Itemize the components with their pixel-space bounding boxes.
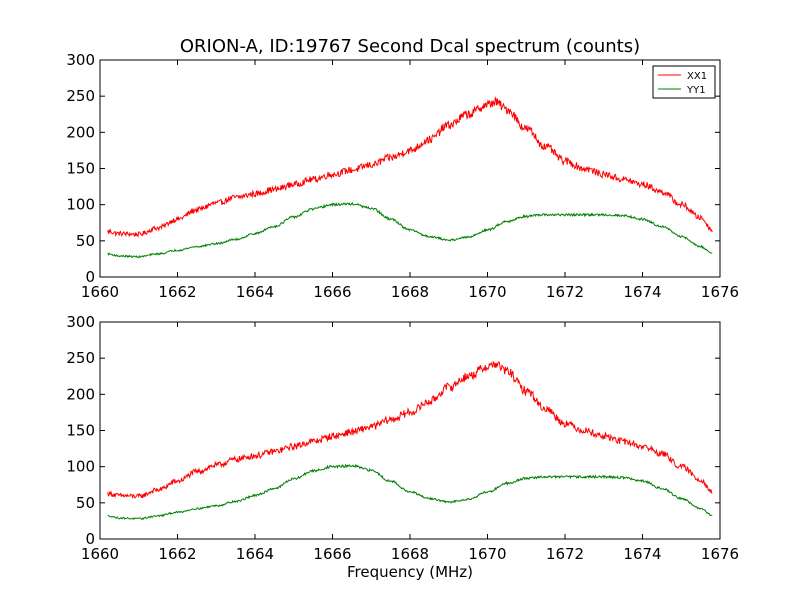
- legend-box: [652, 65, 716, 99]
- x-tick-label: 1670: [468, 545, 506, 563]
- x-tick-label: 1676: [701, 545, 739, 563]
- y-tick-label: 250: [66, 349, 95, 367]
- panel-2: 1660 1662 1664 1666 1668 1670 1672 1674 1676 0 50 1…: [66, 313, 739, 563]
- x-tick-label: 1666: [313, 545, 351, 563]
- x-tick-label: 1662: [158, 283, 196, 301]
- series-line-yy1: [107, 201, 713, 259]
- plot-frame: [99, 59, 721, 278]
- y-tick-label: 300: [66, 51, 95, 69]
- plot-frame: [99, 321, 721, 540]
- x-tick-label: 1672: [546, 283, 584, 301]
- y-tick-label: 300: [66, 313, 95, 331]
- x-tick-label: 1674: [623, 545, 661, 563]
- series-line-xx1: [107, 96, 713, 238]
- x-tick-label: 1674: [623, 283, 661, 301]
- x-tick-label: 1676: [701, 283, 739, 301]
- y-tick-label: 0: [85, 530, 95, 548]
- x-tick-label: 1660: [81, 283, 119, 301]
- x-tick-label: 1668: [391, 545, 429, 563]
- x-tick-label: 1664: [236, 545, 274, 563]
- x-tick-label: 1664: [236, 283, 274, 301]
- x-tick-label: 1666: [313, 283, 351, 301]
- x-axis-label: Frequency (MHz): [347, 563, 473, 581]
- series-line-xx1: [107, 360, 713, 500]
- panels: 1660 1662 1664 1666 1668 1670 1672 1674 1676 0 50 1…: [66, 51, 739, 563]
- y-tick-label: 100: [66, 196, 95, 214]
- y-tick-label: 50: [76, 494, 95, 512]
- y-tick-label: 100: [66, 458, 95, 476]
- x-tick-label: 1660: [81, 545, 119, 563]
- x-tick-label: 1668: [391, 283, 429, 301]
- y-tick-label: 200: [66, 385, 95, 403]
- panel-1: 1660 1662 1664 1666 1668 1670 1672 1674 1676 0 50 1…: [66, 51, 739, 301]
- legend-label-yy1: YY1: [686, 85, 706, 96]
- x-tick-label: 1662: [158, 545, 196, 563]
- y-tick-label: 200: [66, 123, 95, 141]
- x-tick-label: 1672: [546, 545, 584, 563]
- x-tick-label: 1670: [468, 283, 506, 301]
- series-line-yy1: [107, 463, 713, 521]
- y-tick-label: 50: [76, 232, 95, 250]
- y-tick-label: 150: [66, 422, 95, 440]
- legend-label-xx1: XX1: [687, 71, 707, 82]
- y-tick-label: 150: [66, 160, 95, 178]
- chart-title: ORION-A, ID:19767 Second Dcal spectrum (…: [180, 36, 640, 57]
- y-tick-label: 250: [66, 87, 95, 105]
- y-tick-label: 0: [85, 268, 95, 286]
